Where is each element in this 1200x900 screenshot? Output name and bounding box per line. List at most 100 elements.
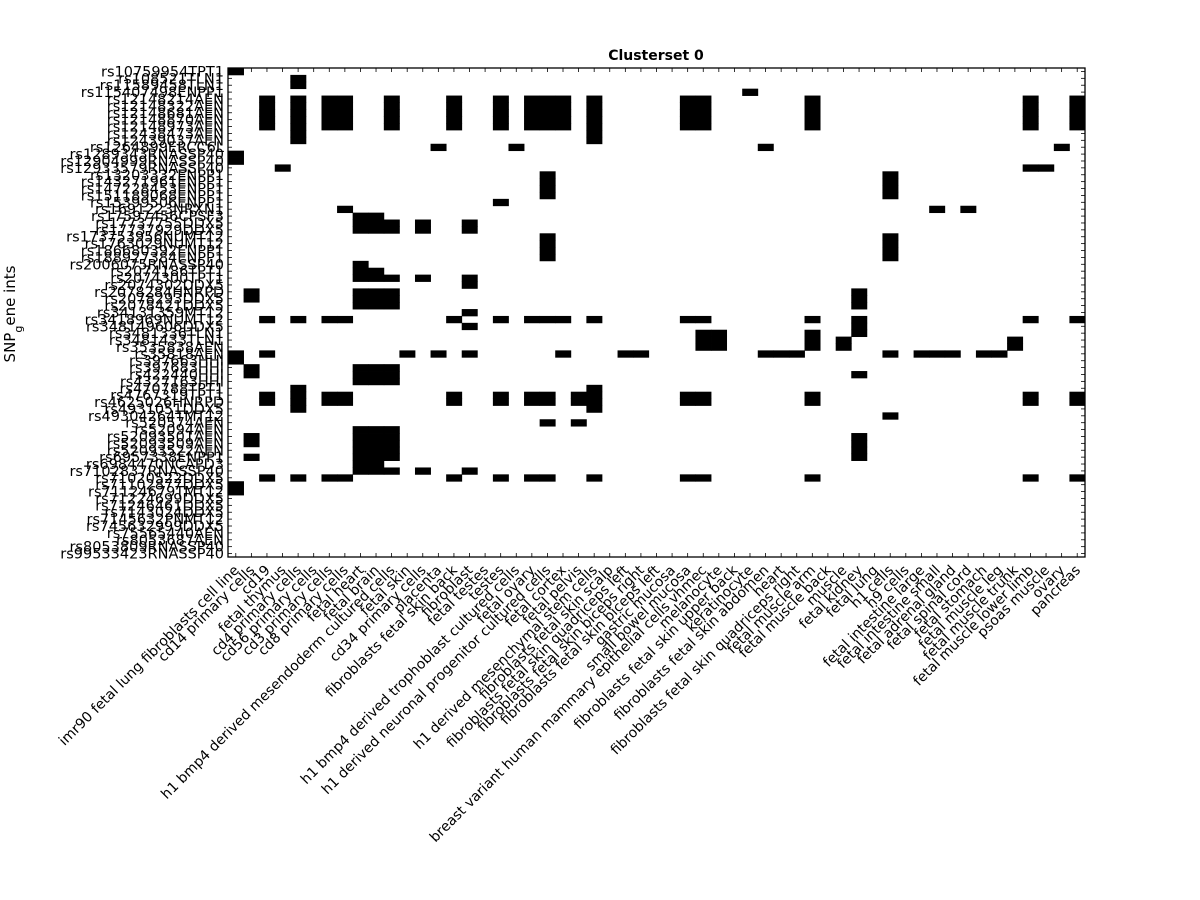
heatmap-cell — [524, 116, 541, 124]
heatmap-cell — [290, 136, 307, 145]
heatmap-cell — [851, 439, 868, 448]
heatmap-cell — [368, 219, 385, 227]
heatmap-cell — [461, 322, 478, 331]
y-tick-label: rs6957338ENPP1 — [99, 450, 224, 466]
heatmap-cell — [524, 109, 541, 117]
heatmap-cell — [259, 116, 276, 124]
heatmap-cell — [446, 109, 463, 117]
heatmap-cell — [1038, 164, 1055, 172]
y-tick-label: rs71224699DDX5 — [95, 491, 224, 507]
heatmap-cell — [290, 109, 307, 117]
heatmap-cell — [1022, 116, 1039, 124]
heatmap-cell — [383, 446, 400, 455]
heatmap-cell — [586, 315, 603, 324]
heatmap-cell — [539, 123, 556, 131]
y-tick-label: rs10759954TPT1 — [101, 64, 224, 80]
heatmap-cell — [555, 123, 572, 131]
heatmap-cell — [368, 267, 385, 276]
heatmap-cell — [539, 233, 556, 241]
heatmap-cell — [337, 109, 354, 117]
heatmap-cell — [368, 439, 385, 448]
heatmap-cell — [446, 398, 463, 406]
heatmap-cell — [243, 371, 260, 379]
heatmap-cell — [290, 123, 307, 131]
heatmap-cell — [461, 274, 478, 282]
heatmap-cell — [1069, 123, 1086, 131]
heatmap-cell — [368, 371, 385, 379]
heatmap-cell — [804, 95, 821, 103]
heatmap-cell — [290, 398, 307, 406]
heatmap-cell — [259, 398, 276, 406]
heatmap-cell — [851, 446, 868, 455]
y-tick-label: rs71102877DDX5 — [95, 478, 224, 494]
heatmap-cell — [352, 302, 369, 310]
heatmap-cell — [882, 191, 899, 200]
y-tick-label: rs151189068ENPP1 — [81, 188, 224, 204]
heatmap-cell — [524, 123, 541, 131]
heatmap-cell — [492, 109, 509, 117]
heatmap-cell — [243, 433, 260, 441]
heatmap-cell — [352, 288, 369, 296]
heatmap-cell — [368, 453, 385, 461]
heatmap-cell — [851, 433, 868, 441]
heatmap-cell — [1022, 398, 1039, 406]
heatmap-cell — [461, 219, 478, 227]
heatmap-cell — [368, 364, 385, 372]
y-tick-label: rs11589458TLN1 — [100, 78, 224, 94]
heatmap-cell — [352, 364, 369, 372]
heatmap-cell — [1007, 336, 1024, 344]
heatmap-cell — [539, 419, 556, 427]
heatmap-cell — [804, 123, 821, 131]
heatmap-cell — [1069, 398, 1086, 406]
y-tick-label: rs17737755DDX5 — [95, 216, 224, 232]
heatmap-cell — [882, 178, 899, 186]
heatmap-cell — [1069, 102, 1086, 110]
heatmap-cell — [742, 88, 759, 96]
heatmap-cell — [368, 295, 385, 303]
heatmap-cell — [352, 439, 369, 448]
heatmap-cell — [352, 433, 369, 441]
heatmap-cell — [539, 315, 556, 324]
y-tick-label: rs8053809RNASSP40 — [69, 540, 224, 556]
heatmap-cell — [352, 371, 369, 379]
heatmap-cell — [243, 364, 260, 372]
heatmap-cell — [882, 350, 899, 358]
heatmap-cell — [586, 95, 603, 103]
heatmap-cell — [1022, 123, 1039, 131]
heatmap-cell — [228, 157, 244, 165]
heatmap-cell — [1069, 95, 1086, 103]
heatmap-cell — [337, 116, 354, 124]
heatmap-cell — [383, 439, 400, 448]
y-tick-label: rs52094AEN — [134, 423, 224, 439]
heatmap-cell — [882, 185, 899, 193]
y-tick-label: rs348149606DDX5 — [86, 319, 224, 335]
heatmap-cell — [679, 95, 696, 103]
heatmap-cell — [492, 315, 509, 324]
heatmap-cell — [586, 123, 603, 131]
heatmap-cell — [461, 309, 478, 317]
y-tick-label: rs34131359MT12 — [97, 306, 224, 322]
heatmap-cell — [337, 398, 354, 406]
heatmap-cell — [368, 377, 385, 386]
heatmap-cell — [695, 123, 712, 131]
heatmap-cell — [1022, 95, 1039, 103]
heatmap-cell — [539, 185, 556, 193]
y-tick-label: rs3418969NUMT12 — [85, 312, 224, 328]
heatmap-cell — [960, 205, 977, 214]
y-tick-label: rs6984470NCAPD3 — [86, 457, 224, 473]
axis-ticks — [228, 68, 1085, 557]
y-tick-label: rs422440HHI — [129, 367, 224, 383]
heatmap-cell — [259, 123, 276, 131]
heatmap-cell — [383, 274, 400, 282]
x-tick-labels: imr90 fetal lung fibroblasts cell linecd… — [56, 562, 1084, 846]
heatmap-cell — [383, 123, 400, 131]
heatmap-cell — [383, 102, 400, 110]
heatmap-cell — [228, 350, 244, 358]
heatmap-cell — [414, 467, 431, 475]
heatmap-cell — [695, 391, 712, 399]
heatmap-cell — [461, 281, 478, 289]
heatmap-cell — [243, 295, 260, 303]
heatmap-cell — [1022, 391, 1039, 399]
heatmap-cell — [352, 260, 369, 269]
heatmap-cell — [695, 336, 712, 344]
